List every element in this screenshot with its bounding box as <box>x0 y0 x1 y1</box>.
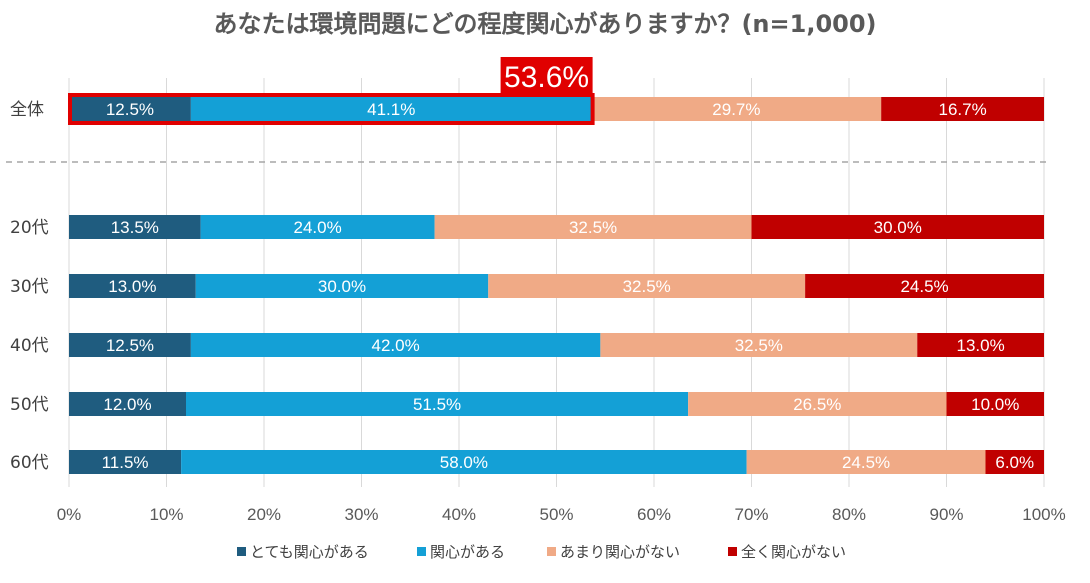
data-label: 32.5% <box>735 336 783 355</box>
legend-label: あまり関心がない <box>560 543 680 561</box>
bar-segment <box>746 450 986 474</box>
category-label: 60代 <box>10 453 49 473</box>
callout-label: 53.6% <box>504 61 589 94</box>
bar-segment <box>805 274 1044 298</box>
bar-segment <box>881 97 1044 121</box>
x-tick-label: 40% <box>442 505 476 524</box>
data-label: 41.1% <box>367 100 415 119</box>
data-label: 24.5% <box>842 453 890 472</box>
data-label: 11.5% <box>102 453 149 472</box>
bars: 12.5% 41.1% 29.7% 16.7% 13.5% 24.0% 32.5% 30.0%… <box>69 97 1044 474</box>
x-tick-label: 20% <box>247 505 281 524</box>
bar-segment <box>186 392 689 416</box>
data-label: 32.5% <box>623 277 671 296</box>
x-tick-label: 80% <box>832 505 866 524</box>
bar-segment <box>434 215 752 239</box>
bar-segment <box>69 215 201 239</box>
x-tick-label: 50% <box>539 505 573 524</box>
category-label: 30代 <box>10 277 49 297</box>
data-label: 13.0% <box>108 277 156 296</box>
bar-segment <box>190 333 601 357</box>
x-tick-label: 10% <box>149 505 183 524</box>
category-label: 40代 <box>10 336 49 356</box>
data-label: 6.0% <box>995 453 1034 472</box>
x-tick-label: 90% <box>929 505 963 524</box>
category-label: 20代 <box>10 218 49 238</box>
bar-segment <box>917 333 1044 357</box>
legend-swatch <box>728 547 737 556</box>
category-label: 全体 <box>10 100 44 120</box>
bar-segment <box>195 274 489 298</box>
data-label: 24.5% <box>900 277 948 296</box>
legend: とても関心がある 関心がある あまり関心がない 全く関心がない <box>237 543 846 561</box>
bar-segment <box>600 333 918 357</box>
data-label: 32.5% <box>569 218 617 237</box>
x-axis-ticks: 0% 10% 20% 30% 40% 50% 60% 70% 80% 90% 100% <box>57 505 1066 524</box>
bar-segment <box>69 333 191 357</box>
legend-swatch <box>547 547 556 556</box>
data-label: 13.0% <box>957 336 1005 355</box>
bar-segment <box>591 97 882 121</box>
data-label: 16.7% <box>938 100 986 119</box>
callout-label-box <box>500 57 593 95</box>
bar-segment <box>181 450 747 474</box>
data-label: 51.5% <box>413 395 461 414</box>
x-tick-label: 70% <box>734 505 768 524</box>
x-tick-label: 100% <box>1022 505 1065 524</box>
category-labels: 全体 20代 30代 40代 50代 60代 <box>10 100 49 473</box>
bar-segment <box>69 274 196 298</box>
data-label: 42.0% <box>372 336 420 355</box>
callout-highlight-box <box>68 93 595 125</box>
x-tick-label: 60% <box>637 505 671 524</box>
bar-segment <box>200 215 435 239</box>
data-label: 12.5% <box>106 336 154 355</box>
data-label: 29.7% <box>712 100 760 119</box>
chart-title: あなたは環境問題にどの程度関心がありますか？(n=1,000) <box>213 10 876 38</box>
callout: 53.6% <box>68 57 595 125</box>
data-label: 13.5% <box>111 218 159 237</box>
bar-segment <box>69 392 186 416</box>
legend-label: 全く関心がない <box>741 543 846 561</box>
data-label: 12.0% <box>103 395 151 414</box>
data-label: 10.0% <box>971 395 1019 414</box>
bar-segment <box>69 450 182 474</box>
bar-segment <box>946 392 1044 416</box>
data-label: 26.5% <box>793 395 841 414</box>
x-tick-label: 30% <box>344 505 378 524</box>
bar-segment <box>190 97 592 121</box>
data-label: 30.0% <box>318 277 366 296</box>
legend-label: とても関心がある <box>250 543 369 561</box>
legend-label: 関心がある <box>430 543 505 561</box>
legend-swatch <box>417 547 426 556</box>
bar-segment <box>488 274 806 298</box>
bar-segment <box>688 392 947 416</box>
legend-swatch <box>237 547 246 556</box>
data-label: 30.0% <box>874 218 922 237</box>
x-tick-label: 0% <box>57 505 82 524</box>
bar-segment <box>751 215 1044 239</box>
data-label: 58.0% <box>440 453 488 472</box>
data-label: 12.5% <box>106 100 154 119</box>
bar-segment <box>69 97 191 121</box>
category-label: 50代 <box>10 395 49 415</box>
bar-segment <box>985 450 1044 474</box>
data-label: 24.0% <box>294 218 342 237</box>
